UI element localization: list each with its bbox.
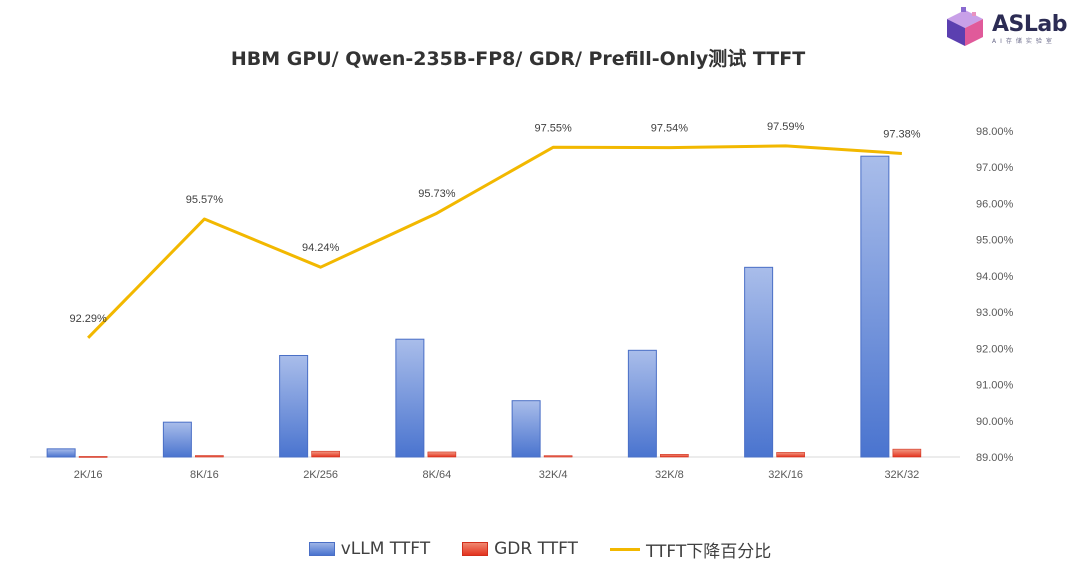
- data-label-percent-8K/64: 95.73%: [418, 188, 456, 200]
- data-label-percent-32K/4: 97.55%: [534, 122, 572, 134]
- bar-vllm-8K/16: [162, 421, 192, 458]
- series-line-percent: [87, 144, 902, 339]
- y-right-tick-label: 94.00%: [976, 271, 1014, 283]
- legend-swatch-gdr: [462, 542, 489, 556]
- legend-label-gdr: GDR TTFT: [494, 539, 578, 559]
- legend-label-vllm: vLLM TTFT: [340, 539, 431, 559]
- x-tick-label: 32K/8: [655, 469, 684, 481]
- chart-legend: vLLM TTFT GDR TTFT TTFT下降百分比: [0, 537, 1080, 562]
- legend-swatch-percent: [609, 547, 640, 551]
- bar-vllm-8K/64: [395, 338, 425, 458]
- chart-title: HBM GPU/ Qwen-235B-FP8/ GDR/ Prefill-Onl…: [230, 48, 806, 70]
- logo-subtext: AI存储实验室: [992, 38, 1056, 45]
- legend-item-gdr: GDR TTFT: [462, 539, 578, 559]
- y-right-tick-label: 95.00%: [976, 235, 1014, 247]
- logo-cube-icon: [947, 7, 983, 46]
- bar-vllm-32K/16: [744, 266, 774, 458]
- legend-swatch-vllm: [308, 542, 335, 556]
- bar-gdr-8K/16: [195, 455, 224, 458]
- logo-text: ASLab: [992, 12, 1067, 37]
- aslab-logo: ASLab AI存储实验室: [942, 6, 1072, 48]
- y-right-tick-label: 97.00%: [976, 162, 1014, 174]
- x-tick-label: 32K/32: [884, 469, 919, 481]
- y-right-tick-label: 89.00%: [976, 452, 1014, 464]
- bar-gdr-32K/32: [892, 448, 922, 458]
- y-right-tick-label: 96.00%: [976, 198, 1014, 210]
- y-right-tick-label: 90.00%: [976, 416, 1014, 428]
- bar-gdr-32K/4: [543, 455, 573, 458]
- bar-gdr-32K/16: [776, 452, 805, 458]
- x-tick-label: 8K/64: [423, 469, 452, 481]
- x-tick-label: 32K/16: [768, 469, 803, 481]
- bar-gdr-2K/256: [311, 450, 340, 458]
- x-tick-label: 2K/256: [303, 469, 338, 481]
- bar-vllm-2K/16: [46, 448, 76, 458]
- legend-item-percent: TTFT下降百分比: [609, 537, 772, 562]
- bar-gdr-32K/8: [660, 454, 689, 458]
- x-tick-label: 8K/16: [190, 469, 219, 481]
- bar-gdr-2K/16: [78, 456, 108, 458]
- y-right-tick-label: 98.00%: [976, 126, 1014, 138]
- data-label-percent-32K/32: 97.38%: [883, 128, 921, 140]
- bar-vllm-32K/8: [627, 349, 657, 458]
- x-tick-label: 2K/16: [74, 469, 103, 481]
- legend-item-vllm: vLLM TTFT: [308, 539, 431, 559]
- y-right-tick-label: 93.00%: [976, 307, 1014, 319]
- data-label-percent-8K/16: 95.57%: [186, 194, 224, 206]
- bar-vllm-2K/256: [279, 354, 309, 458]
- bar-vllm-32K/32: [860, 155, 890, 458]
- data-label-percent-2K/16: 92.29%: [69, 313, 107, 325]
- data-label-percent-32K/8: 97.54%: [651, 123, 689, 135]
- bar-gdr-8K/64: [427, 451, 457, 458]
- bar-vllm-32K/4: [511, 400, 541, 458]
- data-label-percent-32K/16: 97.59%: [767, 121, 805, 133]
- legend-label-percent: TTFT下降百分比: [645, 541, 772, 562]
- data-label-percent-2K/256: 94.24%: [302, 242, 340, 254]
- y-right-tick-label: 91.00%: [976, 380, 1014, 392]
- x-tick-label: 32K/4: [539, 469, 568, 481]
- y-right-tick-label: 92.00%: [976, 343, 1014, 355]
